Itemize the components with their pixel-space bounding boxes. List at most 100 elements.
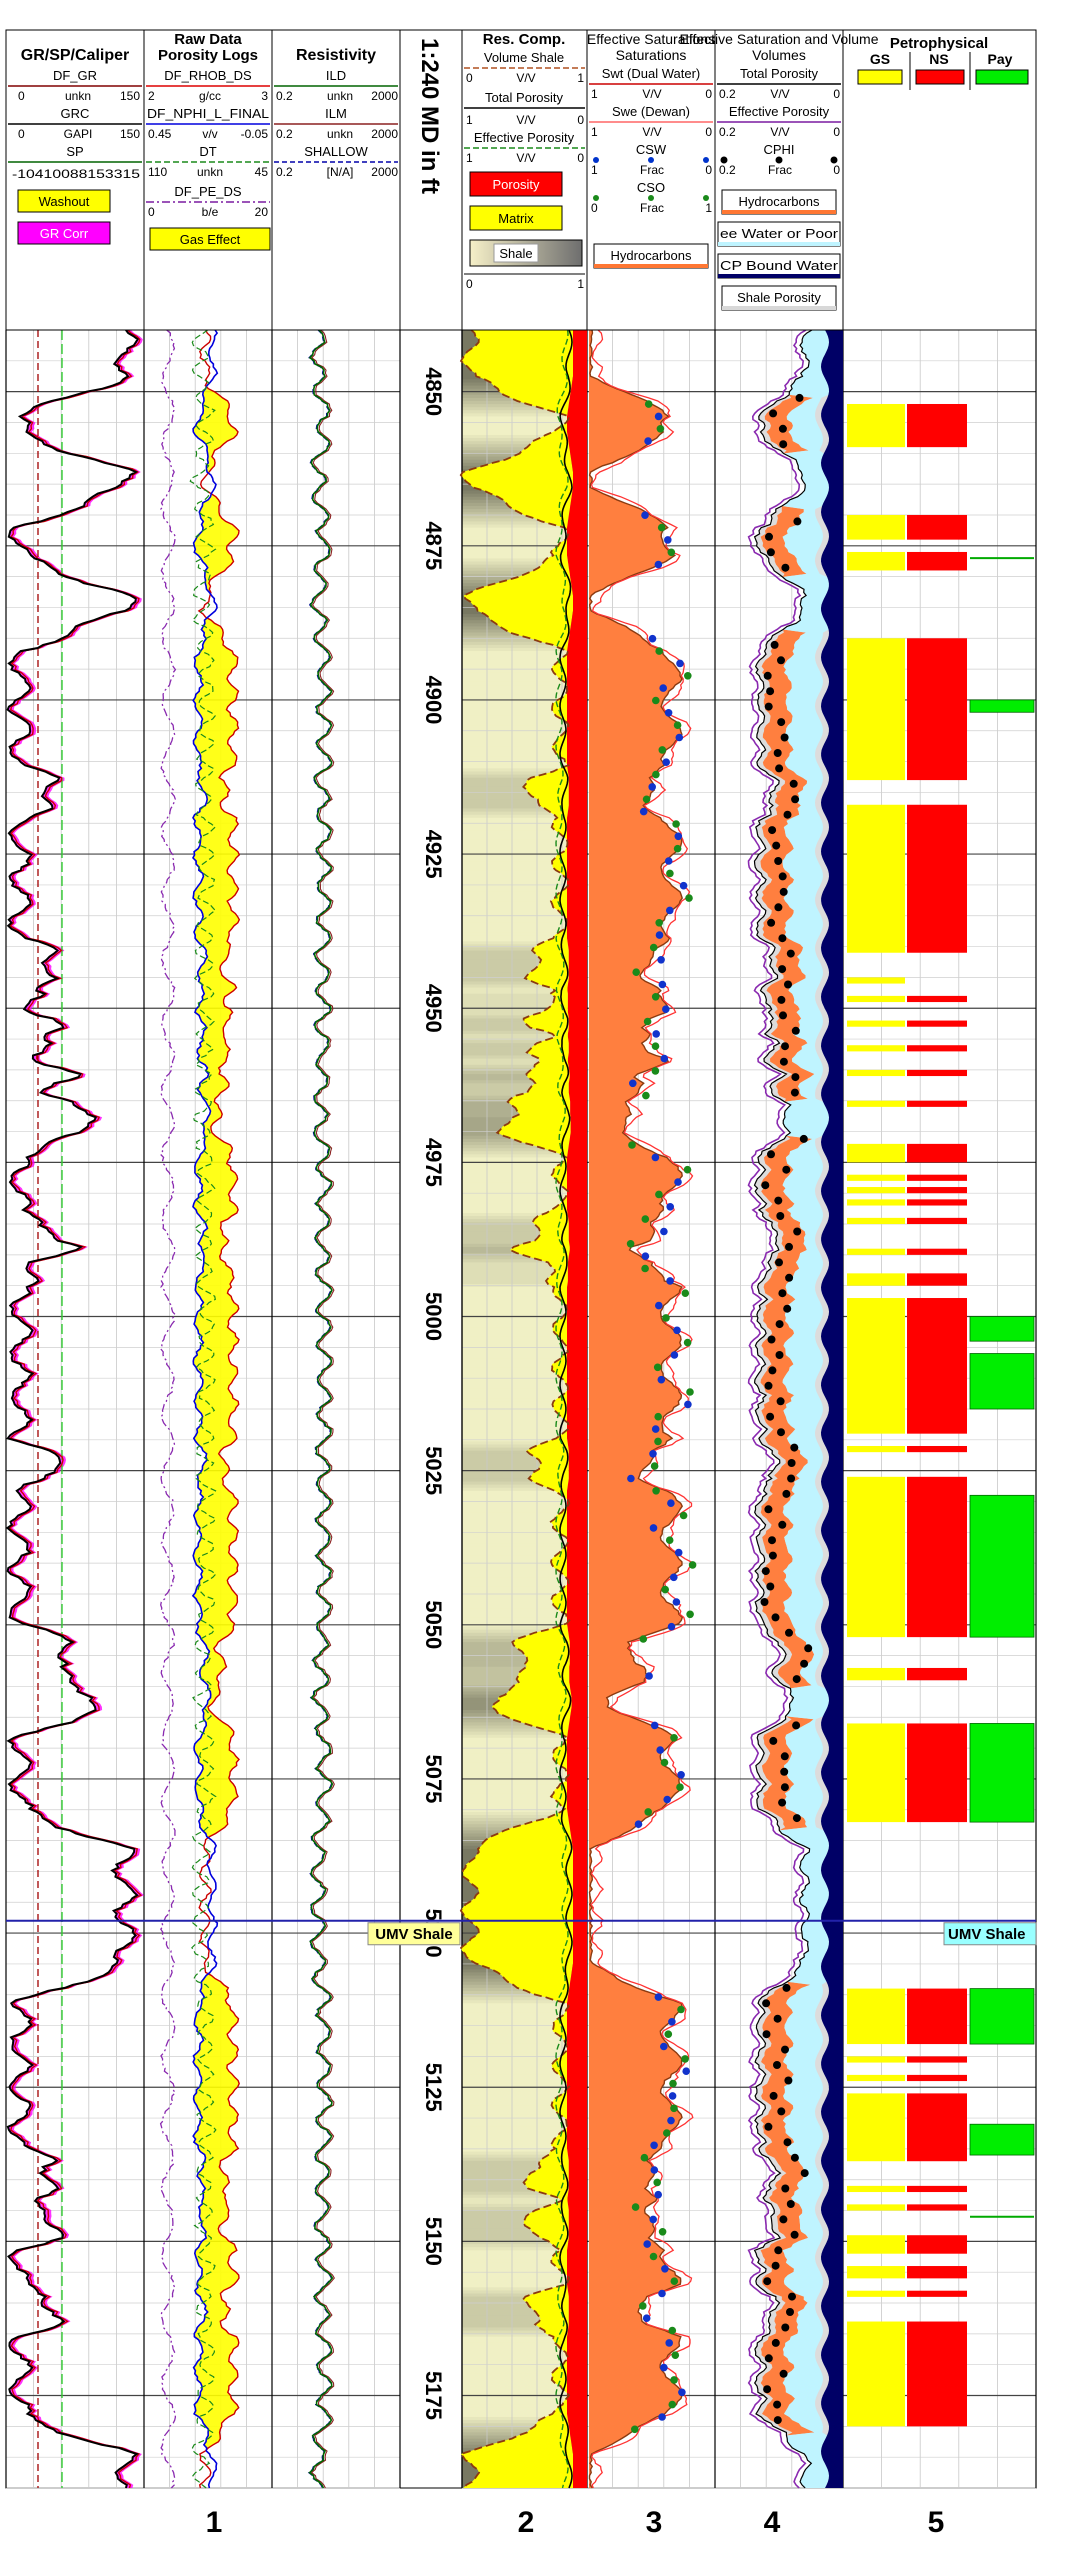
saturation-point — [658, 980, 667, 989]
cphi-point — [779, 440, 788, 449]
saturation-point — [648, 783, 656, 791]
depth-tick-label: 4925 — [421, 830, 446, 879]
saturation-point — [679, 881, 688, 890]
gas-effect-button: Gas Effect — [180, 232, 241, 247]
cphi-point — [778, 1289, 787, 1298]
saturation-point — [677, 1771, 685, 1779]
saturation-point — [674, 1548, 683, 1557]
vol-epor-min: 0.2 — [719, 125, 736, 139]
header-resistivity: Resistivity ILD 0.2 unkn 2000 ILM 0.2 un… — [271, 29, 401, 331]
saturation-point — [668, 2018, 676, 2026]
cphi-point — [791, 1026, 800, 1035]
saturation-point — [641, 1215, 650, 1223]
gs-block — [847, 804, 905, 953]
gr-caliper-title: GR/SP/Caliper — [21, 47, 129, 64]
saturation-point — [658, 2413, 666, 2421]
depth-tick-label: 5025 — [421, 1446, 446, 1495]
cphi-point — [764, 2354, 773, 2363]
saturation-point — [657, 1375, 666, 1384]
raw-data-title: Raw Data Porosity Logs — [158, 31, 258, 64]
cphi-point — [771, 2338, 780, 2347]
saturation-point — [660, 1227, 668, 1236]
saturation-point — [674, 1178, 682, 1186]
saturation-point — [652, 1487, 660, 1495]
cphi-point — [779, 2215, 788, 2224]
saturation-point — [641, 1252, 650, 1260]
saturation-point — [673, 721, 682, 729]
gs-block — [847, 1045, 905, 1052]
grc-max: 150 — [120, 127, 140, 141]
depth-tick-label: 5050 — [421, 1600, 446, 1649]
pe-min: 0 — [148, 205, 155, 219]
depth-tick-label: 5150 — [421, 2217, 446, 2266]
gr-curve — [5, 329, 140, 2489]
saturation-point — [670, 1734, 678, 1742]
saturation-point — [652, 1030, 660, 1038]
saturation-point — [649, 1450, 657, 1458]
saturation-point — [671, 2351, 680, 2359]
saturation-point — [643, 1017, 652, 1026]
matrix-legend: Matrix — [498, 211, 534, 226]
pay-block — [969, 1723, 1035, 1823]
depth-tick-label: 4850 — [421, 367, 446, 416]
tpor-unit: V/V — [516, 113, 535, 127]
ns-block — [907, 2093, 967, 2162]
pay-block — [969, 2123, 1035, 2156]
gs-block — [847, 1217, 905, 1225]
saturation-point — [650, 2166, 659, 2174]
gs-block — [847, 2185, 905, 2193]
saturation-point — [666, 906, 674, 915]
saturation-point — [664, 857, 673, 865]
shale-porosity-legend: Shale Porosity — [737, 290, 821, 305]
cphi-point — [775, 1320, 784, 1329]
cphi-point — [763, 671, 772, 680]
cphi-point — [777, 1428, 785, 1437]
dt-unit: unkn — [197, 165, 223, 179]
gs-block — [847, 977, 905, 984]
saturation-point — [670, 2277, 679, 2285]
gs-block — [847, 638, 905, 781]
cphi-point — [764, 702, 773, 711]
cphi-point — [771, 1613, 780, 1622]
saturation-point — [631, 2203, 640, 2211]
saturation-point — [659, 684, 667, 692]
saturation-point — [642, 1091, 650, 1100]
ns-block — [907, 1988, 967, 2045]
cphi-point — [765, 532, 773, 541]
saturation-point — [679, 1511, 688, 1520]
cphi-unit: Frac — [768, 163, 792, 177]
vsh-name: Volume Shale — [484, 50, 564, 65]
pay-block — [969, 1988, 1035, 2045]
saturation-point — [649, 943, 658, 952]
cphi-point — [786, 949, 795, 958]
cphi-point — [787, 1474, 796, 1483]
cphi-point — [778, 872, 787, 881]
cphi-point — [783, 1304, 792, 1313]
cphi-point — [777, 995, 786, 1004]
swt-unit: V/V — [642, 87, 661, 101]
cso-legend-dots — [593, 195, 709, 201]
csw-unit: Frac — [640, 163, 664, 177]
ns-block — [907, 804, 967, 953]
saturation-point — [663, 2129, 671, 2137]
dt-max: 45 — [255, 165, 269, 179]
saturation-point — [650, 1721, 659, 1730]
saturation-point — [658, 2289, 666, 2298]
saturation-point — [655, 647, 663, 655]
cphi-point — [780, 733, 789, 742]
cphi-point — [791, 795, 800, 804]
saturation-point — [660, 1758, 669, 1767]
bound-water-legend: CP Bound Water — [720, 258, 839, 273]
gs-block — [847, 1100, 905, 1107]
formation-top-box-left — [367, 1922, 461, 1946]
res-comp-scale-min: 0 — [466, 277, 473, 291]
saturation-point — [651, 993, 660, 1001]
sat-subtitle: Saturations — [616, 47, 687, 63]
saturation-point — [668, 2326, 677, 2335]
cphi-point — [785, 1242, 793, 1251]
cphi-point — [792, 1675, 801, 1684]
vsh-curve — [459, 329, 571, 2489]
cphi-point — [789, 779, 798, 788]
saturation-point — [660, 2363, 668, 2372]
tpor-min: 1 — [466, 113, 473, 127]
